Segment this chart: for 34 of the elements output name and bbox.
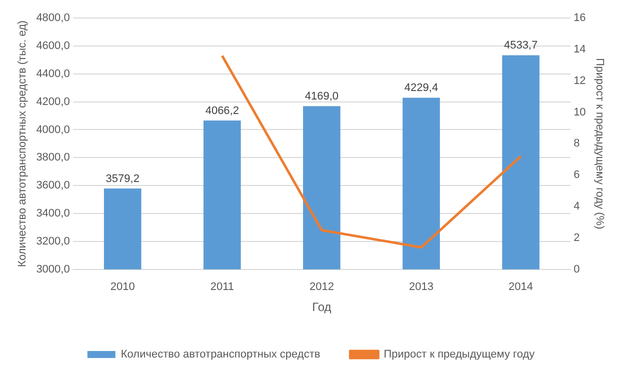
y-tick-label: 4800,0 [36, 12, 70, 24]
y-tick-label: 3200,0 [36, 236, 70, 248]
y-tick-label: 3400,0 [36, 208, 70, 220]
data-label: 3579,2 [106, 173, 140, 186]
y-tick-label: 4000,0 [36, 124, 70, 136]
y2-tick-label: 2 [574, 232, 580, 244]
y2-tick-label: 0 [574, 263, 580, 276]
y-tick-label: 4400,0 [36, 68, 70, 80]
y-axis-title: Количество автотранспортных средств (тыс. ед) [16, 20, 29, 267]
y2-tick-label: 12 [574, 74, 586, 87]
y2-tick-label: 16 [574, 12, 586, 24]
y-tick-label: 3800,0 [36, 152, 70, 164]
y2-tick-label: 4 [574, 200, 580, 213]
y2-axis-title: Прирост к предыдущему году (%) [593, 58, 606, 230]
x-tick-label: 2010 [110, 281, 135, 294]
data-label: 4066,2 [205, 105, 239, 118]
y2-tick-label: 10 [574, 106, 586, 118]
data-label: 4229,4 [404, 82, 438, 94]
y-tick-label: 3000,0 [36, 263, 70, 276]
x-tick-label: 2013 [409, 281, 434, 294]
y2-tick-label: 14 [574, 43, 586, 56]
legend-label: Прирост к предыдущему году [384, 348, 536, 361]
x-axis-title: Год [312, 300, 332, 314]
y2-tick-label: 6 [574, 169, 580, 182]
legend-label: Количество автотранспортных средств [120, 348, 320, 361]
x-tick-label: 2014 [508, 281, 534, 294]
data-label: 4169,0 [304, 90, 339, 103]
y-tick-label: 4200,0 [36, 96, 70, 108]
y2-tick-label: 8 [574, 138, 580, 150]
x-tick-label: 2012 [309, 281, 334, 294]
y-tick-label: 4600,0 [36, 40, 70, 52]
y-tick-label: 3600,0 [36, 180, 70, 192]
data-label: 4533,7 [504, 40, 538, 52]
x-tick-label: 2011 [210, 281, 234, 294]
